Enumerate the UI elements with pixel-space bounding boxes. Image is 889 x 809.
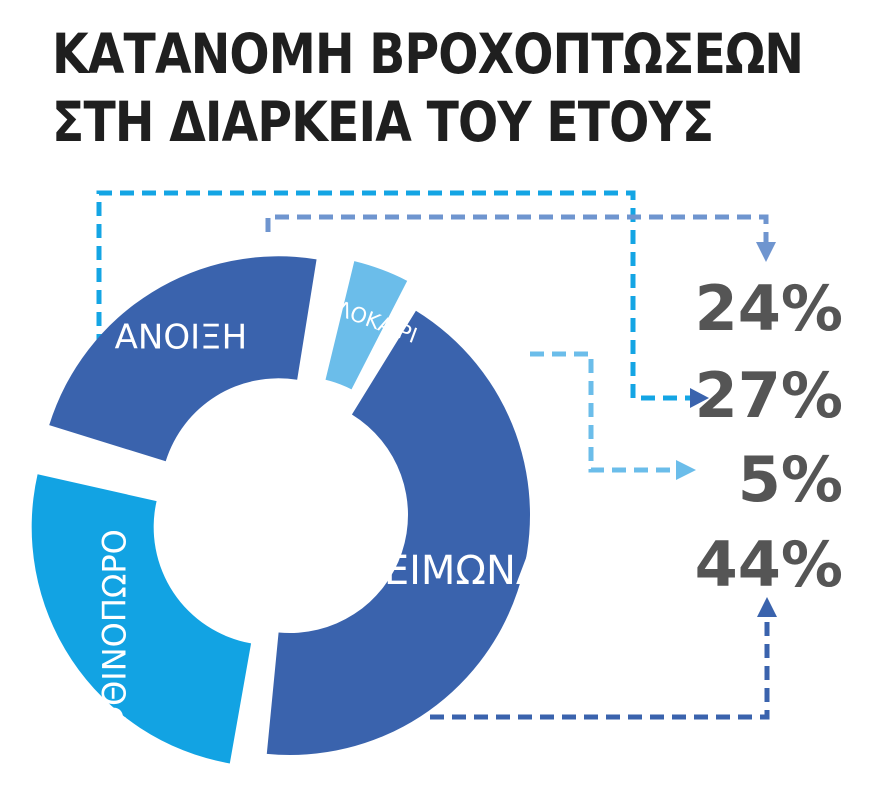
connector-spring-24 — [265, 214, 769, 243]
donut-slices — [31, 256, 531, 764]
value-label-spring: 24% — [695, 272, 843, 345]
chart-title-line-1: ΚΑΤΑΝΟΜΗ ΒΡΟΧΟΠΤΩΣΕΩΝ — [52, 22, 804, 86]
slice-winter — [266, 310, 531, 756]
value-label-autumn: 27% — [695, 359, 843, 432]
arrow-head-5 — [676, 460, 696, 480]
slice-summer — [325, 261, 408, 390]
segment-label-autumn: ΦΘΙΝΟΠΩΡΟ — [96, 529, 134, 731]
percentage-labels: 24% 27% 5% 44% — [695, 272, 843, 601]
chart-title: ΚΑΤΑΝΟΜΗ ΒΡΟΧΟΠΤΩΣΕΩΝ ΣΤΗ ΔΙΑΡΚΕΙΑ ΤΟΥ Ε… — [52, 20, 804, 156]
connector-lines — [96, 190, 777, 720]
value-label-summer: 5% — [738, 443, 843, 516]
connector-autumn-27 — [96, 190, 695, 401]
arrow-head-27 — [690, 388, 709, 408]
slice-spring — [49, 256, 317, 462]
value-label-winter: 44% — [695, 528, 843, 601]
segment-label-winter: ΧΕΙΜΩΝΑΣ — [356, 548, 568, 594]
segment-label-spring: ΑΝΟΙΞΗ — [115, 318, 248, 358]
arrow-head-44 — [757, 597, 777, 617]
slice-autumn — [31, 474, 252, 764]
chart-title-line-2: ΣΤΗ ΔΙΑΡΚΕΙΑ ΤΟΥ ΕΤΟΥΣ — [52, 90, 714, 154]
connector-winter-44 — [430, 618, 770, 720]
arrow-head-24 — [756, 242, 776, 262]
connector-summer-5 — [530, 351, 679, 473]
